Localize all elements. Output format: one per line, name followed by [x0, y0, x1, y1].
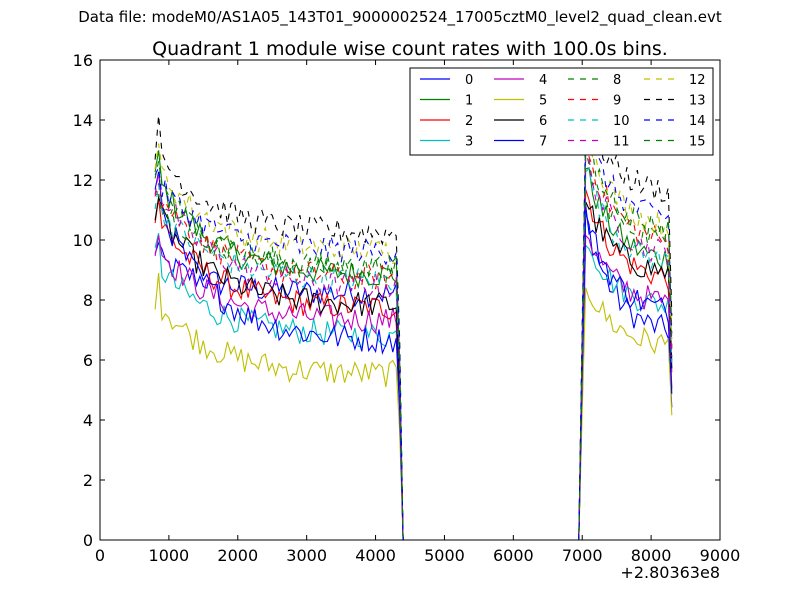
y-tick-label: 16 — [73, 51, 93, 70]
legend-label-4: 4 — [539, 73, 547, 88]
legend-label-15: 15 — [689, 135, 706, 150]
series-line-3 — [154, 232, 673, 541]
series-line-13 — [154, 115, 673, 541]
legend-label-11: 11 — [613, 135, 630, 150]
legend-label-6: 6 — [539, 114, 547, 129]
series-line-14 — [154, 138, 673, 541]
legend-label-1: 1 — [465, 94, 473, 109]
legend-label-8: 8 — [613, 73, 621, 88]
axes: 0 1000 2000 3000 4000 5000 6000 7000 8000 9000 0 2 4… — [73, 51, 741, 565]
x-tick-label: 2000 — [217, 546, 258, 565]
series-line-4 — [154, 234, 673, 541]
y-tick-label: 6 — [83, 351, 93, 370]
y-tick-label: 0 — [83, 531, 93, 550]
series-line-8 — [155, 149, 673, 541]
series-line-5 — [154, 273, 673, 541]
series-line-7 — [154, 171, 673, 541]
x-tick-label: 1000 — [149, 546, 190, 565]
x-tick-label: 6000 — [493, 546, 534, 565]
legend-label-14: 14 — [689, 114, 706, 129]
series-line-10 — [154, 166, 673, 541]
plot-area — [154, 115, 673, 541]
x-tick-label: 4000 — [355, 546, 396, 565]
legend-label-7: 7 — [539, 135, 547, 150]
y-tick-label: 14 — [73, 111, 93, 130]
legend-label-5: 5 — [539, 94, 547, 109]
x-tick-label: 7000 — [562, 546, 603, 565]
series-line-15 — [154, 127, 673, 541]
series-line-1 — [154, 150, 673, 541]
data-file-title: Data file: modeM0/AS1A05_143T01_90000025… — [78, 8, 722, 26]
x-tick-label: 5000 — [424, 546, 465, 565]
x-tick-label: 3000 — [286, 546, 327, 565]
x-tick-label: 8000 — [631, 546, 672, 565]
legend-label-10: 10 — [613, 114, 630, 129]
legend-label-2: 2 — [465, 114, 473, 129]
legend-label-0: 0 — [465, 73, 473, 88]
series-line-2 — [154, 189, 673, 541]
x-tick-label: 9000 — [700, 546, 741, 565]
y-tick-label: 8 — [83, 291, 93, 310]
y-tick-label: 12 — [73, 171, 93, 190]
legend-label-12: 12 — [689, 73, 706, 88]
series-line-9 — [154, 147, 673, 541]
series-line-6 — [154, 195, 673, 541]
x-tick-label: 0 — [95, 546, 105, 565]
series-line-12 — [154, 128, 673, 541]
chart-title: Quadrant 1 module wise count rates with … — [152, 38, 668, 60]
y-tick-label: 4 — [83, 411, 93, 430]
legend-label-9: 9 — [613, 94, 621, 109]
legend-box — [409, 67, 714, 156]
x-offset-label: +2.80363e8 — [620, 563, 720, 582]
legend-label-13: 13 — [689, 94, 706, 109]
series-line-11 — [154, 153, 673, 541]
y-tick-label: 10 — [73, 231, 93, 250]
y-tick-label: 2 — [83, 471, 93, 490]
legend-label-3: 3 — [465, 135, 473, 150]
